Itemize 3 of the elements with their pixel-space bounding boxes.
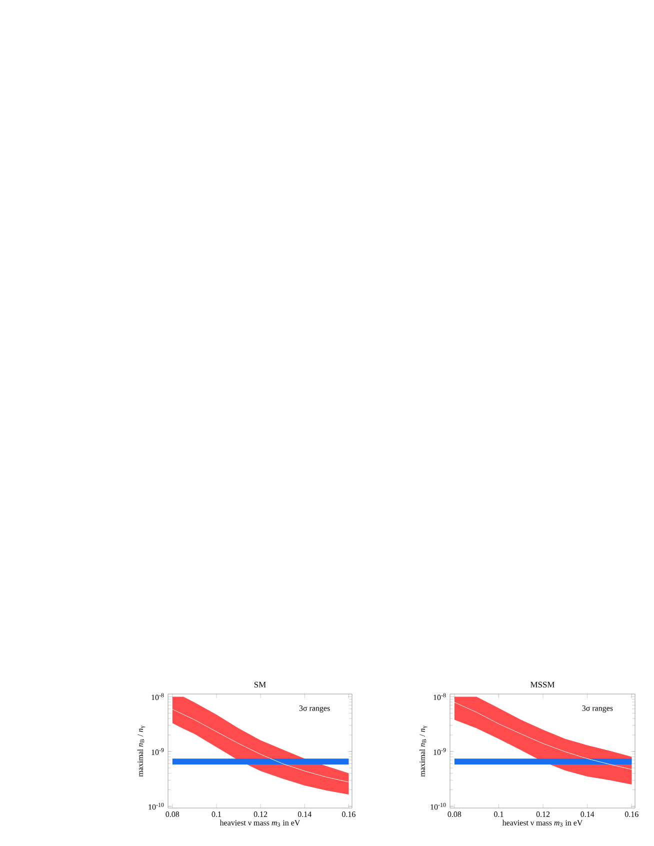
chart-title: MSSM: [530, 682, 554, 688]
chart-title: SM: [254, 682, 266, 688]
line-series: [454, 702, 632, 770]
